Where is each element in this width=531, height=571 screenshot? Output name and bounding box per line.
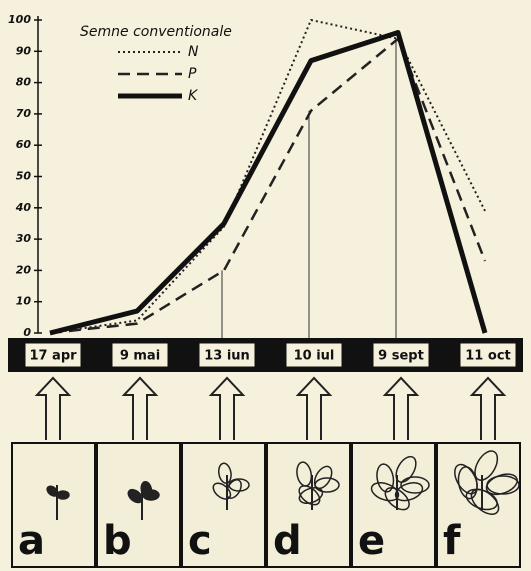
y-tick-label: 30 [16, 232, 32, 245]
y-tick-label: 0 [23, 326, 31, 339]
legend-title: Semne conventionale [80, 24, 232, 40]
panel-letter: c [188, 518, 212, 564]
x-tick-label: 11 oct [465, 349, 510, 364]
y-tick-label: 10 [16, 295, 32, 308]
panel-letter: f [443, 518, 461, 564]
panel-letter: e [358, 518, 385, 564]
x-tick-label: 13 iun [204, 349, 250, 364]
leaf [57, 491, 69, 499]
y-tick-label: 80 [16, 76, 32, 89]
y-tick-label: 20 [16, 263, 32, 276]
x-tick-label: 10 iul [294, 349, 335, 364]
chart: Semne conventionale 0 10 20 30 40 50 60 70 80 90 1… [0, 0, 531, 571]
legend-label: P [188, 66, 197, 82]
y-tick-label: 70 [16, 107, 32, 120]
x-tick-label: 9 mai [120, 349, 160, 364]
y-tick-label: 100 [8, 13, 31, 26]
panel-letter: a [18, 518, 45, 564]
y-tick-label: 40 [15, 201, 32, 214]
x-tick-label: 17 apr [29, 349, 77, 364]
panel-letter: d [273, 518, 302, 564]
y-tick-label: 50 [16, 170, 32, 183]
y-tick-label: 60 [16, 138, 32, 151]
date-band [8, 338, 523, 372]
panel-letter: b [103, 518, 132, 564]
y-tick-label: 90 [16, 44, 32, 57]
x-tick-label: 9 sept [378, 349, 424, 364]
legend-label: N [188, 44, 199, 60]
